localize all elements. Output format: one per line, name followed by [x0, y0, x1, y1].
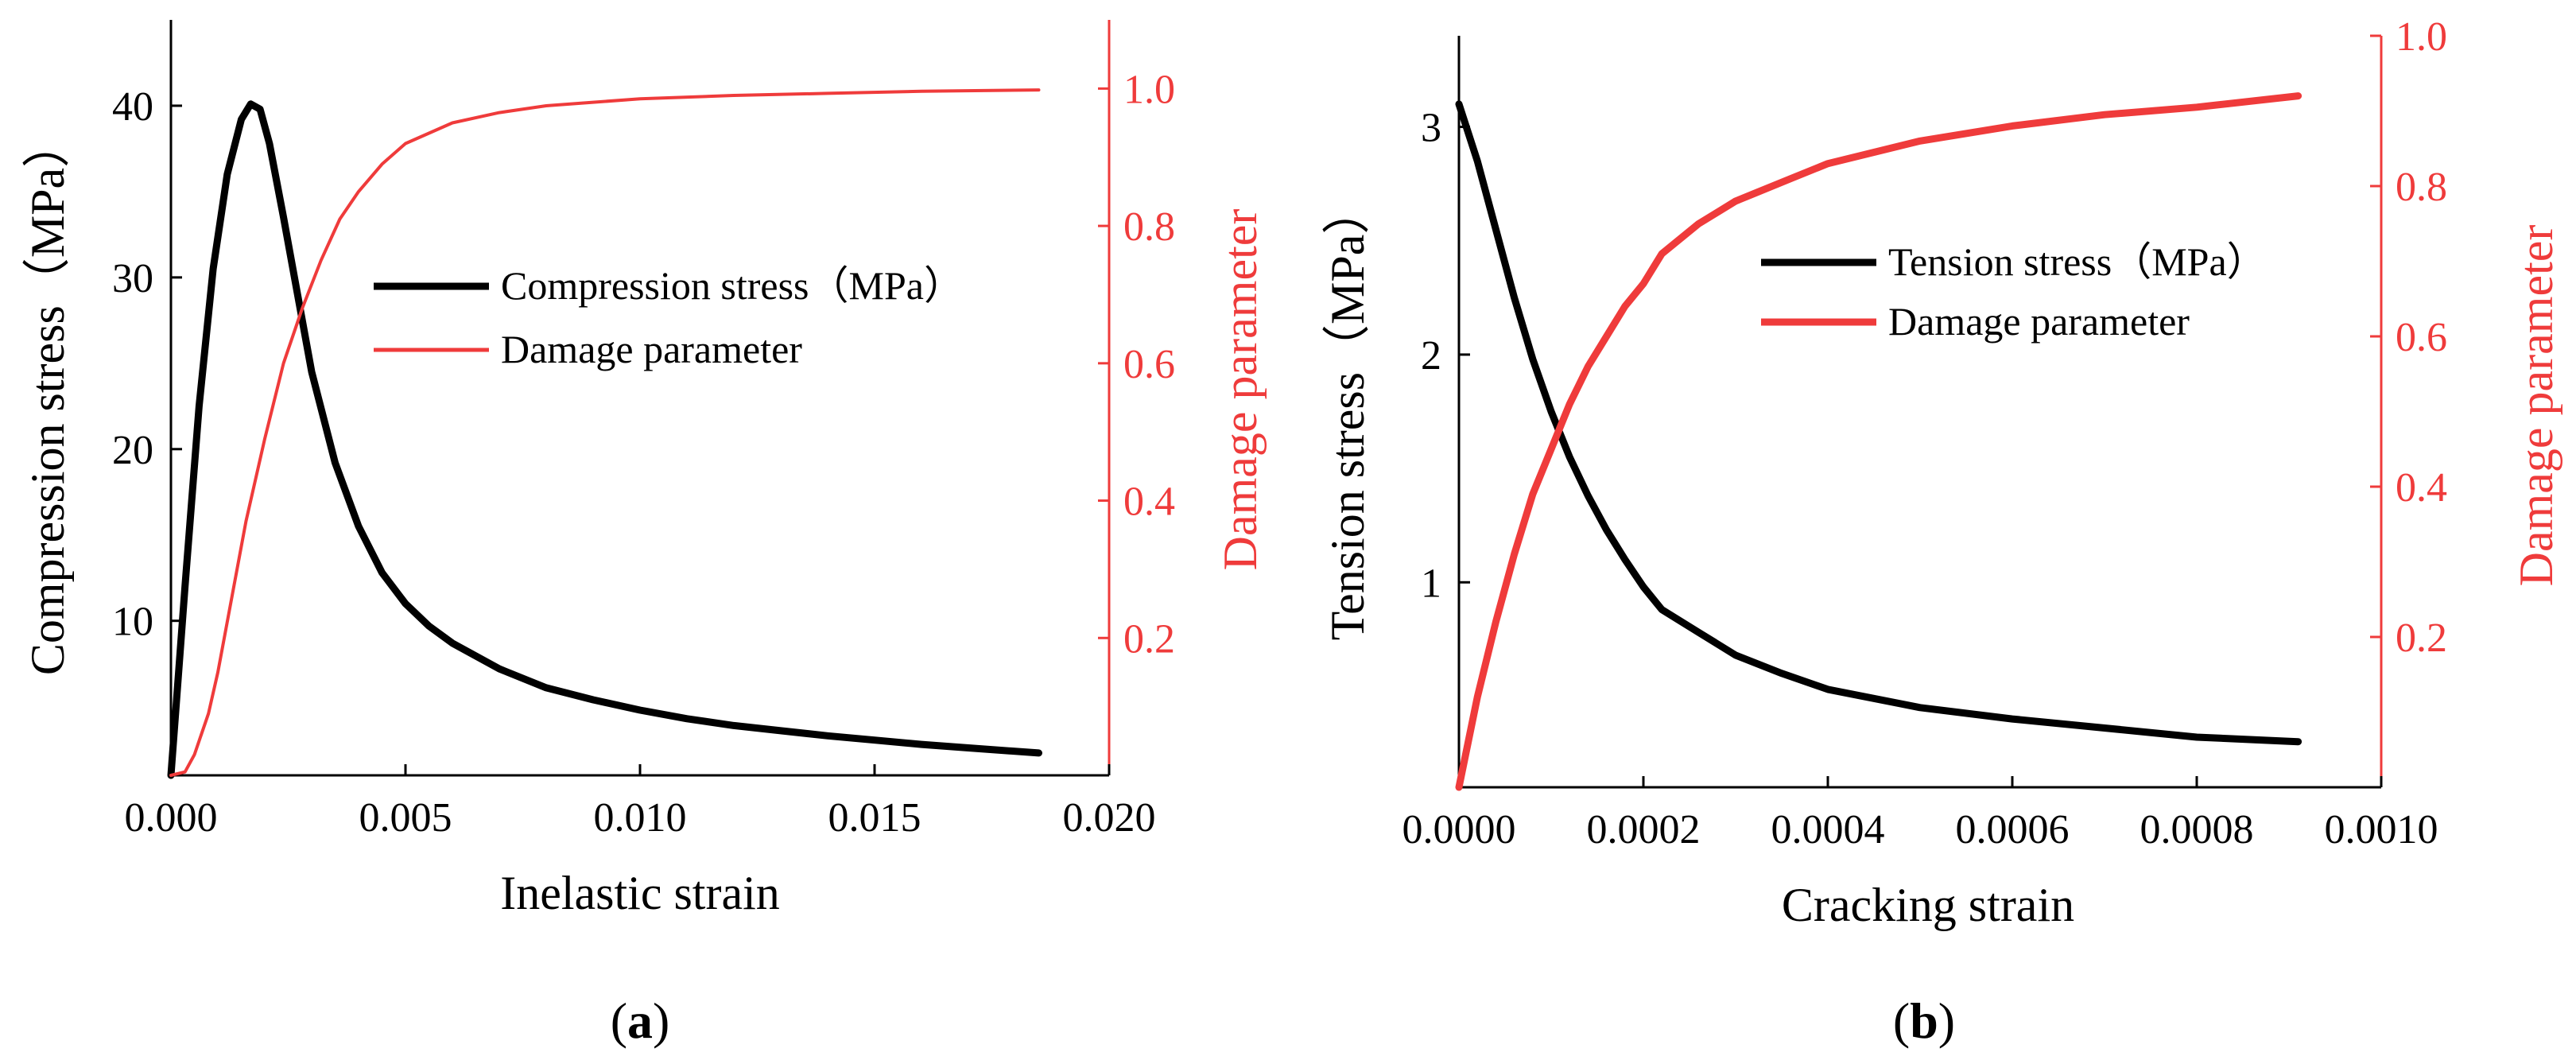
panel-b-plot-area [1457, 36, 2383, 789]
panel-a-y-ticks: 10 20 30 40 [112, 84, 182, 645]
panel-a-legend: Compression stress（MPa） Damage parameter [374, 263, 964, 371]
x-tick-label: 0.0002 [1587, 807, 1701, 852]
y2-tick-label: 0.8 [1123, 204, 1175, 250]
x-tick-label: 0.0006 [1956, 807, 2070, 852]
panel-b-y-axis-title: Tension stress（MPa） [1321, 187, 1374, 641]
y2-tick-label: 0.6 [1123, 342, 1175, 387]
x-tick-label: 0.015 [828, 795, 921, 841]
stress-series-line [1455, 100, 2302, 746]
panel-b-x-axis-title: Cracking strain [1782, 879, 2074, 931]
damage-series-line [1455, 92, 2302, 791]
y2-tick-label: 0.4 [2396, 465, 2447, 511]
panel-b-label: (b) [1893, 992, 1955, 1049]
y-tick-label: 20 [112, 428, 153, 473]
x-tick-label: 0.010 [594, 795, 687, 841]
panel-a-label-letter: a [627, 992, 653, 1049]
panel-b-x-ticks: 0.0000 0.0002 0.0004 0.0006 0.0008 0.0010 [1402, 776, 2438, 852]
panel-b-y2-ticks: 0.2 0.4 0.6 0.8 1.0 [2370, 14, 2447, 661]
x-tick-label: 0.0000 [1402, 807, 1516, 852]
panel-a-x-ticks: 0.000 0.005 0.010 0.015 0.020 [125, 764, 1156, 841]
y-tick-label: 10 [112, 600, 153, 645]
stress-series-line [167, 100, 1042, 779]
y2-tick-label: 1.0 [2396, 14, 2447, 60]
panel-a-legend-stress-label: Compression stress（MPa） [501, 263, 964, 308]
x-tick-label: 0.0004 [1771, 807, 1885, 852]
panel-a-series [167, 88, 1042, 779]
x-tick-label: 0.0008 [2140, 807, 2254, 852]
y2-tick-label: 0.2 [1123, 616, 1175, 662]
y-tick-label: 2 [1421, 333, 1441, 379]
y-tick-label: 3 [1421, 106, 1441, 151]
panel-a-legend-damage-label: Damage parameter [501, 327, 802, 371]
x-tick-label: 0.000 [125, 795, 218, 841]
panel-b-y2-axis-title: Damage parameter [2510, 225, 2562, 587]
panel-a-y2-ticks: 0.2 0.4 0.6 0.8 1.0 [1098, 67, 1175, 662]
panel-a-label: (a) [611, 992, 670, 1049]
panel-b-legend-stress-label: Tension stress（MPa） [1888, 239, 2267, 284]
y-tick-label: 30 [112, 256, 153, 301]
y2-tick-label: 1.0 [1123, 67, 1175, 112]
panel-a-y2-axis-title: Damage parameter [1214, 209, 1267, 571]
panel-a-y-axis-title: Compression stress（MPa） [21, 120, 74, 675]
x-tick-label: 0.0010 [2325, 807, 2438, 852]
damage-series-line [169, 88, 1041, 777]
panel-b-series [1455, 92, 2302, 791]
panel-a-x-axis-title: Inelastic strain [500, 867, 780, 919]
y2-tick-label: 0.6 [2396, 315, 2447, 360]
y-tick-label: 40 [112, 84, 153, 130]
y2-tick-label: 0.2 [2396, 615, 2447, 661]
panel-b: 0.0000 0.0002 0.0004 0.0006 0.0008 0.0010 1 2 3… [1321, 14, 2562, 1049]
y2-tick-label: 0.8 [2396, 165, 2447, 210]
y2-tick-label: 0.4 [1123, 480, 1175, 525]
panel-b-legend: Tension stress（MPa） Damage parameter [1761, 239, 2267, 344]
y-tick-label: 1 [1421, 561, 1441, 606]
panel-b-y-ticks: 1 2 3 [1421, 106, 1470, 606]
panel-b-legend-damage-label: Damage parameter [1888, 299, 2190, 344]
x-tick-label: 0.020 [1063, 795, 1156, 841]
x-tick-label: 0.005 [359, 795, 452, 841]
panel-b-label-letter: b [1910, 992, 1938, 1049]
